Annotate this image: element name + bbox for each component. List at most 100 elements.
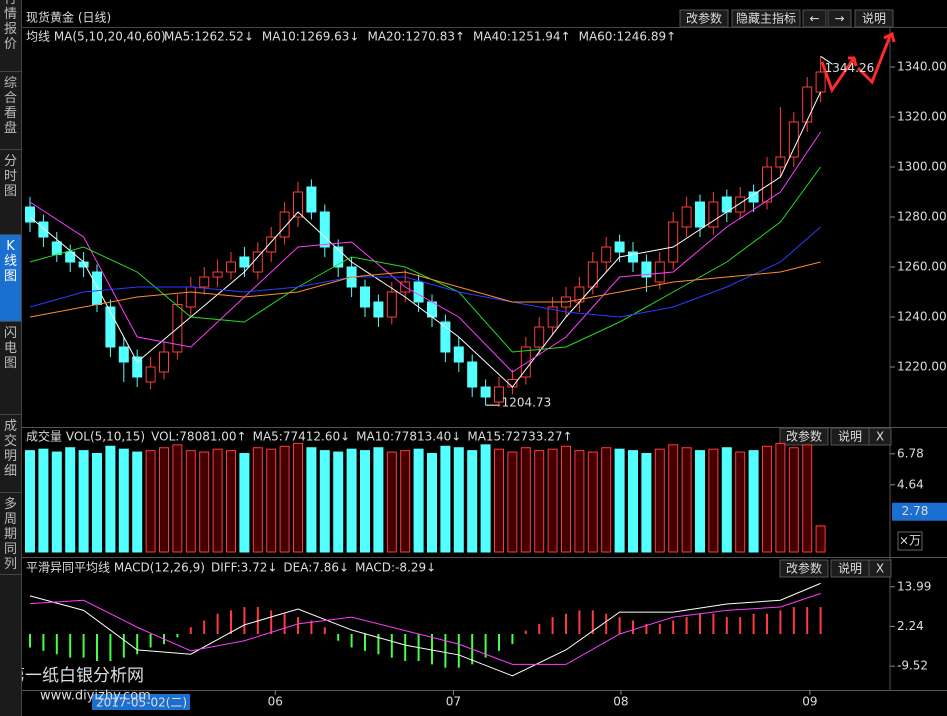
volume-bar (735, 451, 746, 553)
sidebar-tab[interactable]: 多周期同列 (0, 493, 21, 575)
candle-body (145, 366, 156, 383)
candle-body (708, 201, 719, 228)
legend-entry: 成交量 VOL(5,10,15) (26, 429, 145, 444)
y-tick-label: 13.99 (897, 579, 931, 593)
button-label[interactable]: X (876, 430, 884, 444)
volume-bar (105, 445, 116, 553)
y-tick-label: 1340.00 (897, 60, 947, 74)
sidebar-tab[interactable]: 行情报价 (0, 0, 21, 72)
button-label[interactable]: 说明 (862, 11, 886, 26)
macd-line (29, 582, 821, 677)
candle-body (118, 346, 129, 363)
volume-bar (775, 442, 786, 553)
annotation: 1344.26 (825, 61, 875, 75)
candle-body (266, 236, 277, 253)
candle-body (132, 356, 143, 378)
candle-body (306, 186, 317, 213)
volume-bar (681, 447, 692, 553)
sidebar-tab[interactable]: 闪电图 (0, 322, 21, 415)
candle-body (520, 346, 531, 378)
current-value-box (892, 502, 947, 521)
volume-bar (266, 448, 277, 553)
candle-body (668, 221, 679, 263)
volume-bar (51, 451, 62, 553)
candle-body (614, 241, 625, 253)
button-label[interactable]: ← (809, 12, 819, 26)
volume-bar (802, 444, 813, 553)
background (22, 0, 947, 716)
volume-bar (467, 450, 478, 553)
volume-bar (453, 447, 464, 553)
candle-body (467, 361, 478, 388)
candle-body (815, 71, 826, 93)
button-label[interactable]: 改参数 (686, 11, 722, 26)
sidebar-tab[interactable]: 成交明细 (0, 415, 21, 493)
candle-body (775, 156, 786, 168)
volume-bar (547, 448, 558, 553)
volume-bar (132, 451, 143, 553)
candle-body (185, 286, 196, 308)
volume-bar (373, 447, 384, 553)
button[interactable] (779, 559, 829, 578)
volume-bar (306, 447, 317, 553)
button-label[interactable]: 说明 (838, 429, 862, 444)
candle-body (333, 246, 344, 268)
button-label[interactable]: 改参数 (786, 561, 822, 576)
legend-entry: MA10:1269.63↓ (262, 30, 360, 44)
button-label[interactable]: 说明 (838, 561, 862, 576)
y-tick-label: 4.64 (897, 477, 924, 491)
volume-bar (65, 447, 76, 553)
y-tick-label: 2.24 (897, 619, 924, 633)
candle-body (480, 386, 491, 398)
candle-body (453, 346, 464, 363)
button[interactable] (827, 9, 852, 28)
button[interactable] (854, 9, 894, 28)
candle-body (360, 286, 370, 308)
volume-bar (172, 444, 183, 553)
button[interactable] (868, 427, 892, 446)
annotation-leader (820, 55, 833, 65)
legend-entry: MA20:1270.83↑ (367, 30, 465, 44)
candle-body (762, 166, 772, 203)
y-tick-label: 1320.00 (897, 110, 947, 124)
sidebar-tab[interactable]: 综合看盘 (0, 72, 21, 150)
button[interactable] (679, 9, 729, 28)
x-tick-label: 07 (446, 695, 461, 709)
candle-body (319, 211, 330, 248)
legend-entry: MACD:-8.29↓ (355, 561, 436, 575)
button-label[interactable]: 隐藏主指标 (736, 11, 796, 26)
volume-bar (614, 448, 625, 553)
cursor-date: 2017-05-02(二) (96, 696, 187, 710)
volume-bar (159, 447, 169, 553)
sidebar-tab[interactable]: K线图 (0, 235, 21, 322)
sidebar-tab[interactable]: 分时图 (0, 150, 21, 235)
button-label[interactable]: 改参数 (786, 429, 822, 444)
candle-body (38, 221, 49, 238)
legend-entry: MA15:72733.27↑ (467, 430, 572, 444)
button[interactable] (868, 559, 892, 578)
volume-bar (440, 445, 451, 553)
volume-bar (212, 448, 223, 553)
volume-bar (386, 451, 397, 553)
ma-line (29, 131, 822, 373)
volume-bar (38, 448, 49, 553)
current-value: 2.78 (902, 504, 929, 518)
candle-body (788, 121, 799, 158)
x-tick-label: 08 (613, 695, 628, 709)
button-label[interactable]: → (834, 12, 844, 26)
volume-bar (293, 442, 303, 553)
volume-bar (480, 444, 491, 553)
ma-line (29, 226, 821, 318)
button-label[interactable]: X (876, 562, 884, 576)
button[interactable] (802, 9, 827, 28)
volume-bar (199, 451, 210, 553)
candle-body (735, 196, 746, 213)
volume-bar (346, 448, 357, 553)
watermark: 第一纸白银分析网 (8, 666, 144, 686)
volume-bar (25, 450, 35, 553)
button[interactable] (731, 9, 801, 28)
volume-bar (788, 447, 799, 553)
volume-bar (185, 450, 196, 553)
